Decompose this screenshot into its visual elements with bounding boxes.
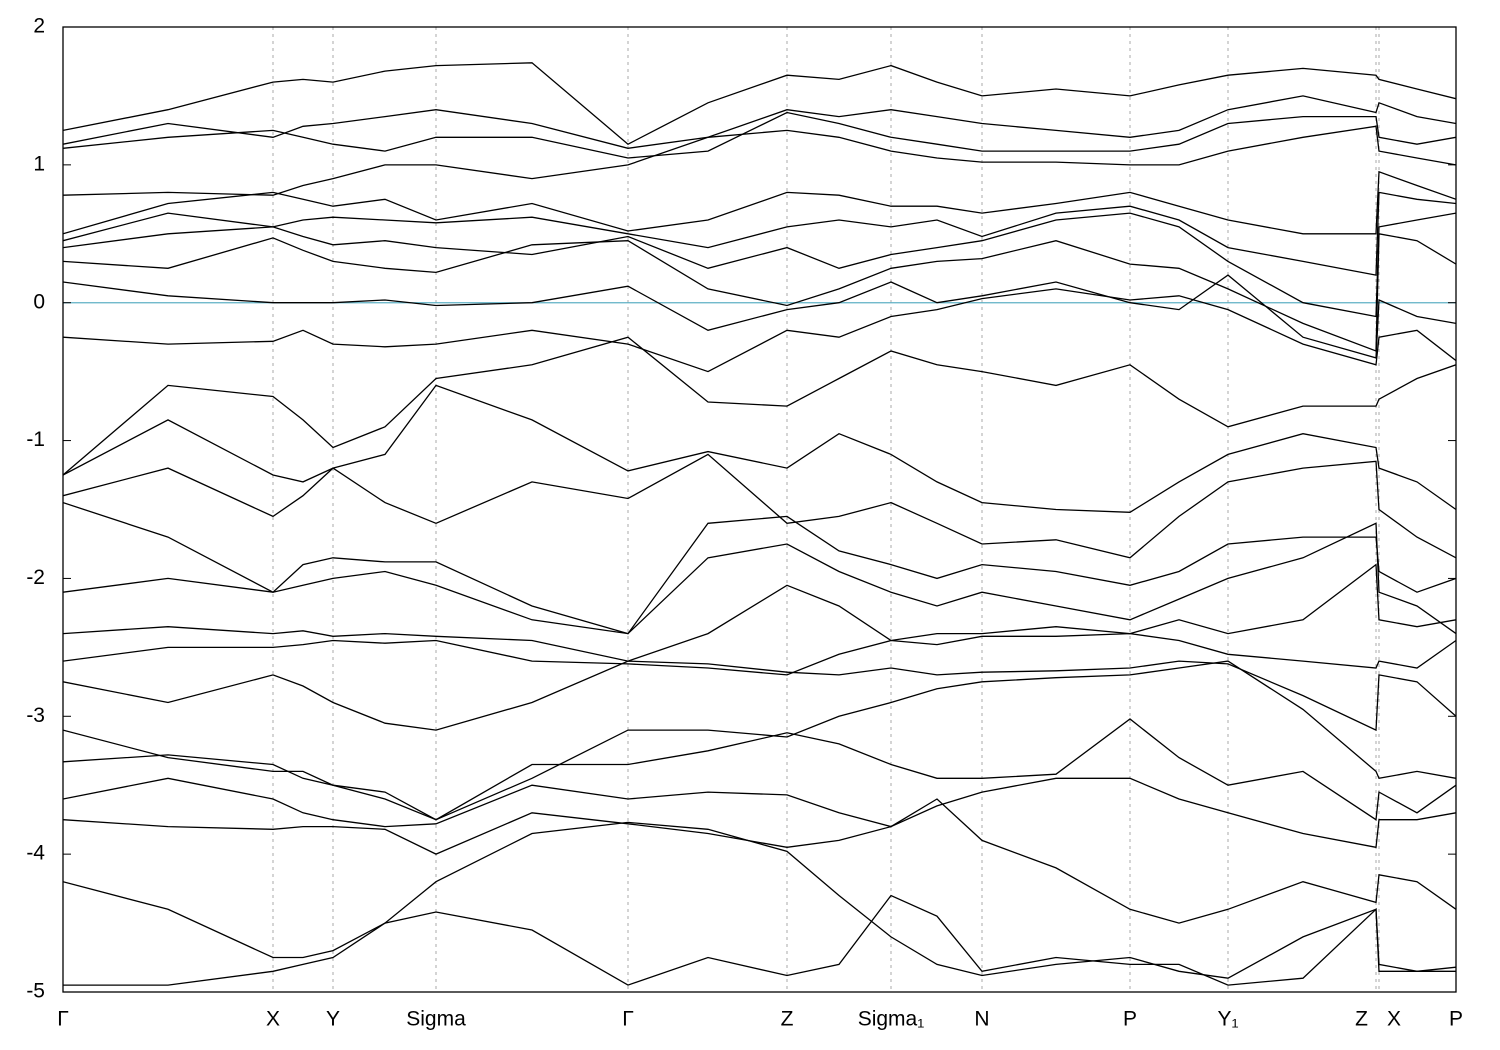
band-line	[63, 660, 1456, 821]
x-tick-label: Sigma	[406, 1008, 466, 1031]
y-tick-label: 2	[33, 15, 45, 38]
y-tick-label: -1	[26, 428, 45, 451]
y-tick-label: 1	[33, 152, 45, 175]
grid	[272, 27, 1380, 992]
band-line	[63, 95, 1456, 149]
band-line	[63, 777, 1456, 849]
band-line	[63, 632, 1456, 676]
x-tick-label: Z	[1355, 1008, 1368, 1031]
band-line	[63, 501, 1456, 635]
y-tick-label: 0	[33, 290, 45, 313]
band-line	[63, 522, 1456, 635]
x-tick-label: Y	[326, 1008, 340, 1031]
x-tick-label: Γ	[57, 1008, 69, 1031]
plot-frame	[62, 26, 1457, 993]
band-line	[63, 563, 1456, 662]
y-tick-label: -3	[26, 704, 45, 727]
band-line	[63, 798, 1456, 924]
y-tick-label: -5	[26, 980, 45, 1003]
band-line	[63, 233, 1456, 352]
x-tick-label: X	[1387, 1008, 1401, 1031]
band-line	[63, 191, 1456, 276]
bands	[63, 62, 1456, 986]
band-line	[63, 125, 1456, 196]
x-tick-label: Z	[781, 1008, 794, 1031]
band-line	[63, 274, 1456, 359]
y-tick-label: -4	[26, 842, 45, 865]
x-tick-label: N	[974, 1008, 989, 1031]
band-line	[63, 288, 1456, 373]
band-line	[63, 894, 1456, 986]
y-tick-label: -2	[26, 566, 45, 589]
band-line	[63, 660, 1456, 732]
x-tick-label: X	[266, 1008, 280, 1031]
band-line	[63, 384, 1456, 513]
band-line	[63, 718, 1456, 821]
band-line	[63, 111, 1456, 159]
band-line	[63, 62, 1456, 145]
x-tick-label: P	[1449, 1008, 1463, 1031]
x-tick-label: Y₁	[1217, 1008, 1238, 1031]
band-line	[63, 453, 1456, 559]
band-line	[63, 336, 1456, 476]
band-line	[63, 212, 1456, 318]
x-tick-label: Γ	[622, 1008, 634, 1031]
band-line	[63, 170, 1456, 235]
x-tick-label: P	[1123, 1008, 1137, 1031]
band-line	[63, 821, 1456, 979]
x-tick-label: Sigma₁	[858, 1008, 925, 1031]
